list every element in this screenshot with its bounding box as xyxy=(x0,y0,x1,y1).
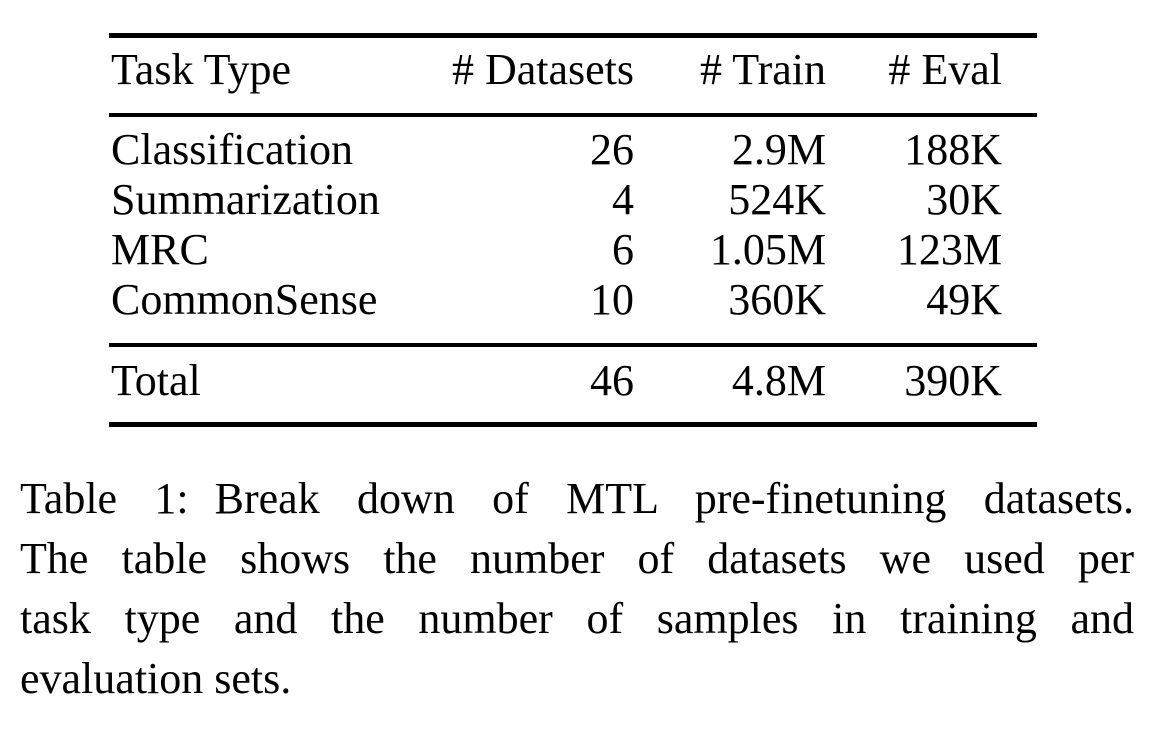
caption-line-2: The table shows the number of datasets w… xyxy=(20,534,1134,583)
cell-num-eval: 49K xyxy=(926,275,1002,324)
cell-num-train: 360K xyxy=(728,275,826,324)
table-body: Classification 26 2.9M 188K Summarizatio… xyxy=(109,117,1037,343)
cell-total-datasets: 46 xyxy=(449,343,634,422)
cell-num-train: 1.05M xyxy=(709,225,826,274)
column-header-num-datasets: # Datasets xyxy=(449,38,634,117)
cell-num-eval: 123M xyxy=(896,225,1002,274)
table-caption: Table 1: Break down of MTL pre-finetuning… xyxy=(20,469,1134,709)
cell-num-train: 2.9M xyxy=(731,125,826,174)
column-header-task-type: Task Type xyxy=(109,38,449,117)
paper-page: Task Type # Datasets # Train # Eval Clas… xyxy=(0,33,1160,753)
cell-num-datasets: 6 xyxy=(612,225,634,274)
table-row-total: Total 46 4.8M 390K xyxy=(109,343,1037,422)
datasets-breakdown-table: Task Type # Datasets # Train # Eval Clas… xyxy=(109,33,1037,427)
cell-task-type: Summarization xyxy=(111,175,380,224)
table-row-commonsense: CommonSense 10 360K 49K xyxy=(109,275,1037,343)
cell-num-datasets: 10 xyxy=(590,275,634,324)
cell-total-train: 4.8M xyxy=(634,343,826,422)
cell-num-datasets: 4 xyxy=(612,175,634,224)
column-header-num-train: # Train xyxy=(634,38,826,117)
cell-total-label: Total xyxy=(109,343,449,422)
caption-line-1: Table 1: Break down of MTL pre-finetuning… xyxy=(20,469,1134,529)
table-row-mrc: MRC 6 1.05M 123M xyxy=(109,225,1037,275)
cell-task-type: MRC xyxy=(111,225,209,274)
caption-text-line-1: Break down of MTL pre-finetuning dataset… xyxy=(214,474,1135,523)
cell-num-datasets: 26 xyxy=(590,125,634,174)
table-footer: Total 46 4.8M 390K xyxy=(109,343,1037,422)
caption-line-3: task type and the number of samples in t… xyxy=(20,594,1134,643)
cell-task-type: Classification xyxy=(111,125,353,174)
table-row-classification: Classification 26 2.9M 188K xyxy=(109,117,1037,175)
table-header-row: Task Type # Datasets # Train # Eval xyxy=(109,38,1037,117)
cell-num-eval: 188K xyxy=(904,125,1002,174)
column-header-num-eval: # Eval xyxy=(826,38,1037,117)
caption-line-4: evaluation sets. xyxy=(20,654,292,703)
cell-num-train: 524K xyxy=(728,175,826,224)
table-row-summarization: Summarization 4 524K 30K xyxy=(109,175,1037,225)
caption-label: Table 1: xyxy=(20,474,189,523)
cell-task-type: CommonSense xyxy=(111,275,378,324)
table-header: Task Type # Datasets # Train # Eval xyxy=(109,38,1037,117)
cell-num-eval: 30K xyxy=(926,175,1002,224)
cell-total-eval: 390K xyxy=(826,343,1037,422)
